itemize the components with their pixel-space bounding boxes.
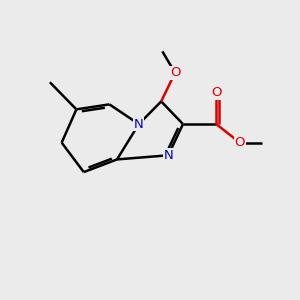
Text: N: N xyxy=(164,149,173,162)
Text: O: O xyxy=(235,136,245,149)
Text: O: O xyxy=(211,86,221,99)
Text: O: O xyxy=(170,66,180,80)
Text: N: N xyxy=(134,118,144,130)
